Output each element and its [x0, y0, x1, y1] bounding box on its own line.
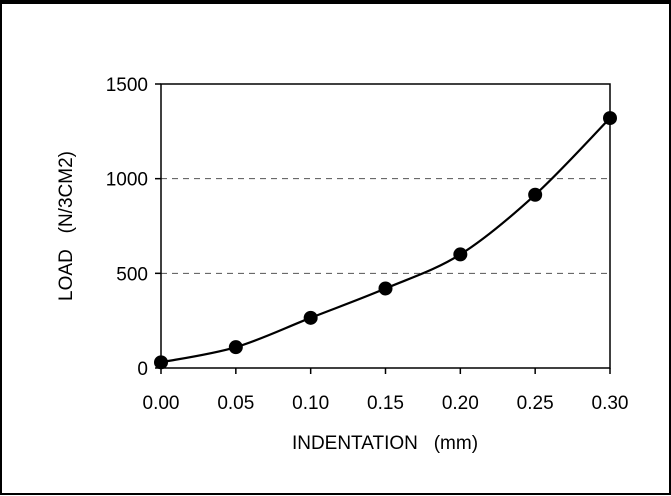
- curve-layer: [160, 117, 611, 364]
- x-tick-label: 0.00: [143, 393, 180, 414]
- data-point: [378, 281, 393, 296]
- y-tick-label: 1500: [106, 75, 148, 96]
- x-axis-title: INDENTATION (mm): [292, 433, 478, 454]
- point-layer: [154, 111, 617, 370]
- plot-area: [160, 83, 611, 369]
- y-tick-label: 0: [137, 359, 148, 380]
- x-tick-label: 0.30: [592, 393, 629, 414]
- data-point: [528, 187, 543, 202]
- y-tick-label: 500: [116, 264, 148, 285]
- tick-layer: 0 500 1000 1500 0.00 0.05 0.10 0.15 0.20 0.25 0.30: [106, 75, 629, 414]
- data-point: [603, 111, 617, 126]
- x-tick-label: 0.05: [217, 393, 254, 414]
- data-point: [303, 310, 318, 325]
- data-point: [228, 340, 243, 355]
- x-tick-label: 0.25: [517, 393, 554, 414]
- data-point: [453, 247, 468, 262]
- grid-layer: [161, 178, 610, 274]
- data-point: [154, 355, 168, 370]
- x-tick-label: 0.10: [292, 393, 329, 414]
- series-curve: [160, 117, 611, 364]
- x-tick-label: 0.20: [442, 393, 479, 414]
- x-tick-label: 0.15: [367, 393, 404, 414]
- y-tick-label: 1000: [106, 170, 148, 191]
- y-axis-title: LOAD (N/3CM2): [56, 151, 77, 301]
